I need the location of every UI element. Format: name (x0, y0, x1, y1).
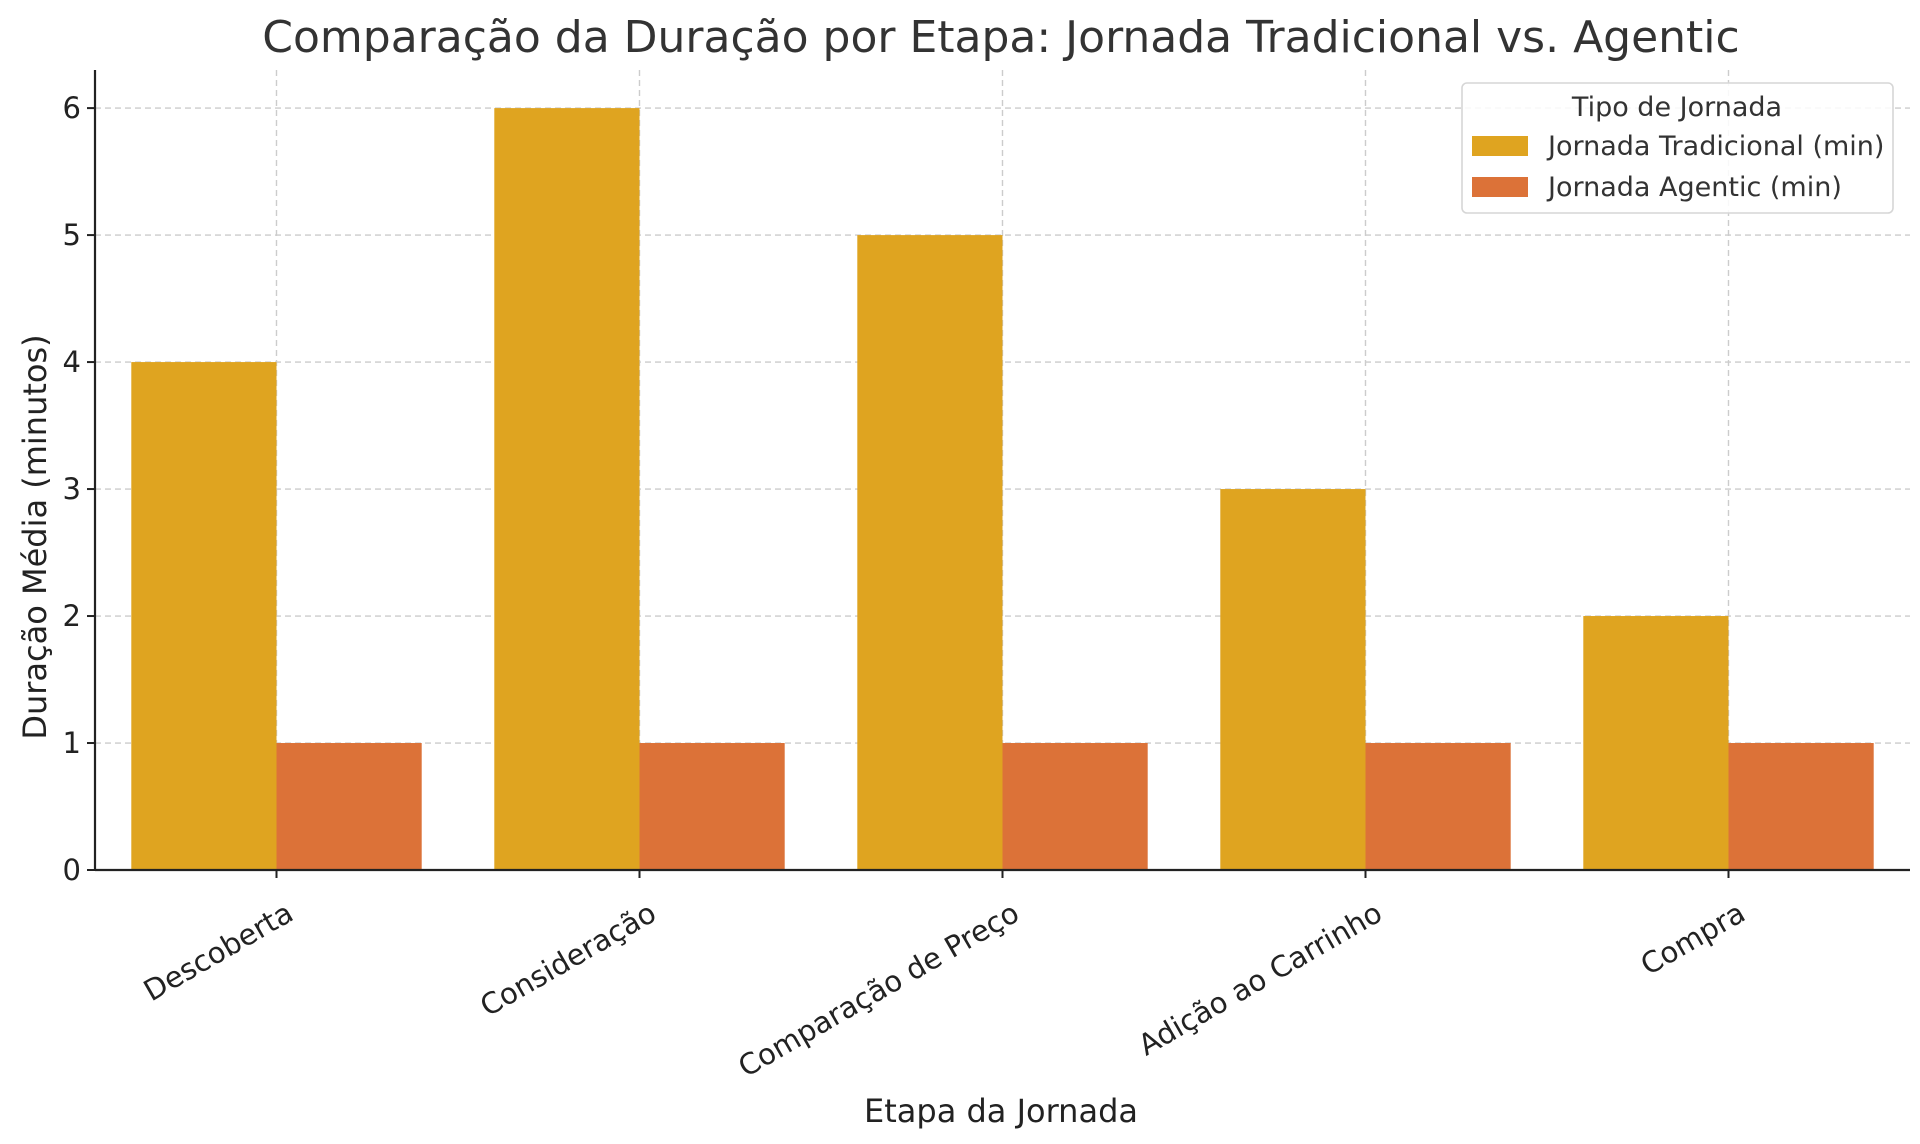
x-tick-label-3: Adição ao Carrinho (1133, 895, 1388, 1062)
bar-traditional-0 (131, 362, 277, 870)
bar-agentic-4 (1728, 743, 1874, 870)
legend-label-agentic: Jornada Agentic (min) (1546, 172, 1842, 203)
x-axis-label: Etapa da Jornada (864, 1092, 1138, 1130)
x-tick-label-2: Comparação de Preço (732, 895, 1024, 1083)
y-axis-label: Duração Média (minutos) (16, 334, 54, 739)
legend-frame (1461, 82, 1894, 214)
legend-swatch-traditional (1472, 136, 1528, 156)
bar-traditional-4 (1583, 616, 1729, 870)
legend-label-traditional: Jornada Tradicional (min) (1546, 131, 1884, 162)
y-tick-label-5: 5 (63, 218, 81, 252)
y-tick-label-0: 0 (63, 853, 81, 887)
y-tick-label-3: 3 (63, 472, 81, 506)
legend: Tipo de Jornada Jornada Tradicional (min… (1461, 82, 1894, 214)
bar-agentic-0 (276, 743, 422, 870)
bar-agentic-2 (1002, 743, 1148, 870)
bar-agentic-3 (1365, 743, 1511, 870)
bar-agentic-1 (639, 743, 785, 870)
x-tick-label-0: Descoberta (138, 895, 299, 1008)
x-tick-label-1: Consideração (474, 895, 662, 1023)
y-tick-label-6: 6 (63, 91, 81, 125)
bars (131, 108, 1874, 871)
legend-title: Tipo de Jornada (1571, 92, 1782, 123)
y-tick-label-4: 4 (63, 345, 81, 379)
legend-swatch-agentic (1472, 177, 1528, 197)
bar-traditional-3 (1220, 489, 1366, 870)
bar-traditional-2 (857, 235, 1003, 871)
y-tick-label-2: 2 (63, 599, 81, 633)
chart-title: Comparação da Duração por Etapa: Jornada… (262, 12, 1739, 63)
x-tick-label-4: Compra (1635, 895, 1751, 982)
axes (87, 70, 1910, 878)
y-tick-label-1: 1 (63, 726, 81, 760)
bar-traditional-1 (494, 108, 640, 871)
